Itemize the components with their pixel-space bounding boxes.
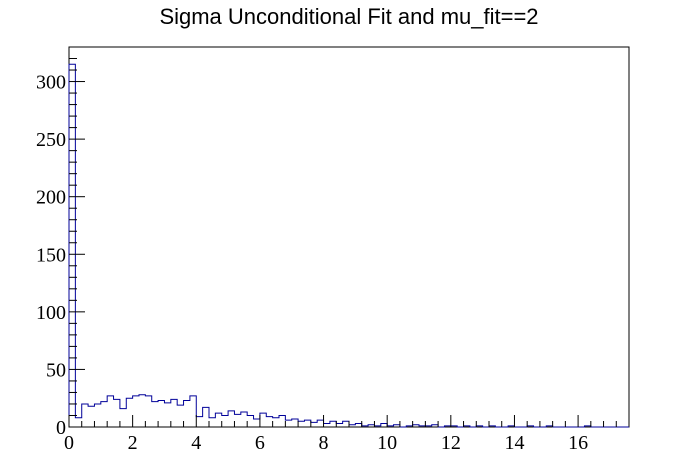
histogram-bin — [260, 413, 266, 427]
histogram-bin — [336, 424, 342, 427]
histogram-bin — [196, 417, 202, 427]
histogram-bin — [330, 421, 336, 427]
histogram-bin — [228, 411, 234, 427]
histogram-bin — [190, 396, 196, 427]
x-tick-label: 12 — [441, 432, 461, 454]
histogram-bin — [273, 418, 279, 427]
histogram-bin — [215, 413, 221, 427]
x-tick-label: 0 — [64, 432, 74, 454]
histogram-bin — [88, 406, 94, 427]
histogram-bin — [304, 420, 310, 427]
y-tick-label: 50 — [46, 359, 66, 381]
histogram-bin — [82, 404, 88, 427]
histogram-bin — [324, 424, 330, 427]
histogram-bin — [101, 402, 107, 427]
histogram-bin — [171, 399, 177, 427]
histogram-bin — [285, 420, 291, 427]
histogram-bin — [222, 415, 228, 427]
x-tick-label: 8 — [319, 432, 329, 454]
histogram-bin — [317, 420, 323, 427]
histogram-bin — [120, 409, 126, 427]
histogram-bin — [292, 419, 298, 427]
x-tick-label: 10 — [377, 432, 397, 454]
plot-frame — [68, 46, 630, 428]
histogram-bin — [164, 403, 170, 427]
chart-title: Sigma Unconditional Fit and mu_fit==2 — [159, 4, 538, 29]
x-tick-label: 4 — [191, 432, 201, 454]
x-tick-label: 2 — [128, 432, 138, 454]
y-tick-label: 0 — [56, 417, 66, 439]
histogram-bin — [107, 396, 113, 427]
histogram-outline — [68, 63, 629, 428]
x-tick-label: 16 — [568, 432, 588, 454]
histogram-bin — [152, 402, 158, 427]
y-tick-label: 200 — [36, 187, 66, 209]
axis-layer: 0 2 4 6 8 10 12 14 16 0 50 100 150 200 250 300 — [36, 46, 617, 454]
histogram-bin — [75, 418, 81, 427]
histogram-bin — [203, 407, 209, 427]
histogram-bin — [139, 395, 145, 427]
histogram-bin — [145, 396, 151, 427]
histogram-bin — [114, 399, 120, 427]
histogram-bin — [126, 398, 132, 427]
histogram-bin — [355, 424, 361, 427]
histogram-bin — [298, 421, 304, 427]
histogram-bin — [209, 418, 215, 427]
histogram-bin — [343, 421, 349, 427]
histogram-bin — [184, 401, 190, 427]
histogram-bin — [279, 415, 285, 427]
y-tick-label: 100 — [36, 302, 66, 324]
histogram-bin — [311, 422, 317, 427]
histogram-bin — [94, 404, 100, 427]
histogram-bin — [177, 405, 183, 427]
histogram-bin — [381, 424, 387, 427]
histogram-bin — [158, 401, 164, 427]
histogram-layer — [68, 63, 629, 428]
histogram-bin — [266, 417, 272, 427]
y-tick-label: 250 — [36, 129, 66, 151]
histogram-bin — [234, 414, 240, 427]
histogram-bin — [254, 419, 260, 427]
x-tick-label: 6 — [255, 432, 265, 454]
y-tick-label: 300 — [36, 72, 66, 94]
y-tick-label: 150 — [36, 244, 66, 266]
histogram-bin — [133, 396, 139, 427]
histogram-bin — [241, 412, 247, 427]
histogram-bin — [69, 64, 75, 427]
histogram-bin — [247, 415, 253, 427]
x-tick-label: 14 — [504, 432, 524, 454]
